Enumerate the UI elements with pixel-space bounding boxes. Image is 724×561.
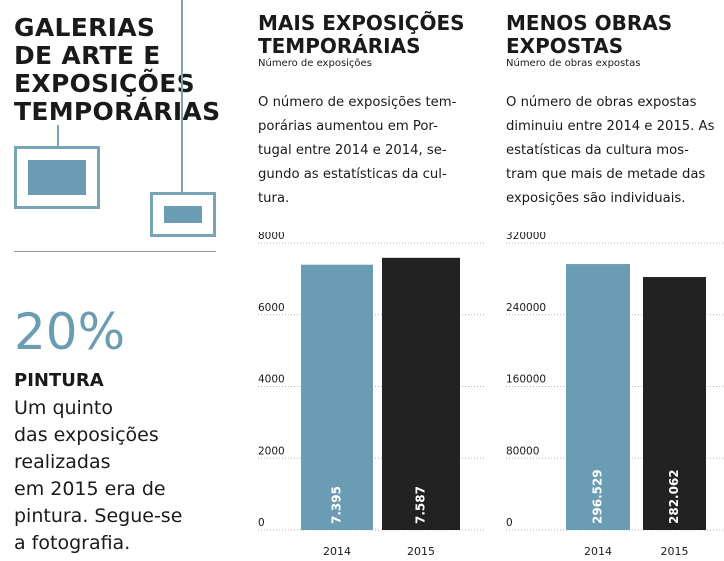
- description-line: estatísticas da cultura mos-: [506, 143, 689, 158]
- chart-header: MENOS OBRAS EXPOSTAS Número de obras exp…: [506, 12, 721, 70]
- title-line: EXPOSIÇÕES: [14, 69, 195, 98]
- x-tick-label: 2014: [584, 545, 612, 558]
- description-line: O número de exposições tem-: [258, 95, 457, 110]
- stat-line: pintura. Segue-se: [14, 505, 183, 527]
- description-line: O número de obras expostas: [506, 95, 697, 110]
- bar-2015: [643, 277, 706, 530]
- bar-value-label: 282.062: [667, 469, 681, 524]
- x-tick-label: 2014: [323, 545, 351, 558]
- picture-frame-icon: [150, 192, 216, 237]
- bar-value-label: 296.529: [591, 469, 605, 524]
- bar-2015: [382, 257, 460, 530]
- chart-header: MAIS EXPOSIÇÕES TEMPORÁRIAS Número de ex…: [258, 12, 486, 70]
- chart-description: O número de obras expostas diminuiu entr…: [506, 91, 722, 211]
- description-line: diminuiu entre 2014 e 2015. As: [506, 119, 715, 134]
- page-title: GALERIAS DE ARTE E EXPOSIÇÕES TEMPORÁRIA…: [14, 14, 234, 126]
- stat-value: 20%: [14, 303, 126, 361]
- title-line: DE ARTE E: [14, 41, 161, 70]
- stat-line: realizadas: [14, 451, 111, 473]
- stat-line: em 2015 era de: [14, 478, 166, 500]
- divider: [14, 251, 216, 252]
- y-tick-label: 6000: [258, 302, 285, 314]
- bar-value-label: 7.395: [330, 486, 344, 524]
- picture-frame-icon: [14, 146, 100, 209]
- y-tick-label: 320000: [506, 232, 546, 242]
- chart-title: MENOS OBRAS EXPOSTAS: [506, 11, 673, 58]
- x-tick-label: 2015: [407, 545, 435, 558]
- stat-description: Um quinto das exposições realizadas em 2…: [14, 395, 214, 557]
- description-line: tugal entre 2014 e 2014, se-: [258, 143, 447, 158]
- chart-description: O número de exposições tem- porárias aum…: [258, 91, 486, 211]
- description-line: tura.: [258, 191, 290, 206]
- bar-value-label: 7.587: [414, 486, 428, 524]
- bar-chart-exposicoes: 8000 6000 4000 2000 0 7.395 2014 7.587 2015: [258, 232, 486, 558]
- y-tick-label: 8000: [258, 232, 285, 242]
- description-line: porárias aumentou em Por-: [258, 119, 438, 134]
- y-tick-label: 4000: [258, 374, 285, 386]
- y-tick-label: 2000: [258, 445, 285, 457]
- description-line: tram que mais de metade das: [506, 167, 706, 182]
- stat-line: das exposições: [14, 424, 159, 446]
- y-tick-label: 240000: [506, 302, 546, 314]
- stat-line: a fotografia.: [14, 532, 131, 554]
- description-line: exposições são individuais.: [506, 191, 686, 206]
- x-tick-label: 2015: [661, 545, 689, 558]
- description-line: gundo as estatísticas da cul-: [258, 167, 447, 182]
- bar-2014: [301, 264, 373, 530]
- stat-line: Um quinto: [14, 397, 113, 419]
- chart-subtitle: Número de exposições: [258, 58, 372, 69]
- title-line: GALERIAS: [14, 13, 156, 42]
- bar-2014: [566, 264, 630, 530]
- chart-subtitle: Número de obras expostas: [506, 58, 641, 69]
- hanging-wire: [181, 0, 183, 193]
- title-line: TEMPORÁRIAS: [14, 97, 221, 126]
- y-tick-label: 0: [258, 517, 265, 529]
- y-tick-label: 160000: [506, 374, 546, 386]
- bar-chart-obras: 320000 240000 160000 80000 0 296.529 2014 282.0…: [506, 232, 724, 558]
- y-tick-label: 80000: [506, 445, 539, 457]
- y-tick-label: 0: [506, 517, 513, 529]
- hanging-wire: [57, 125, 59, 147]
- stat-label: PINTURA: [14, 370, 104, 391]
- chart-title: MAIS EXPOSIÇÕES TEMPORÁRIAS: [258, 11, 465, 58]
